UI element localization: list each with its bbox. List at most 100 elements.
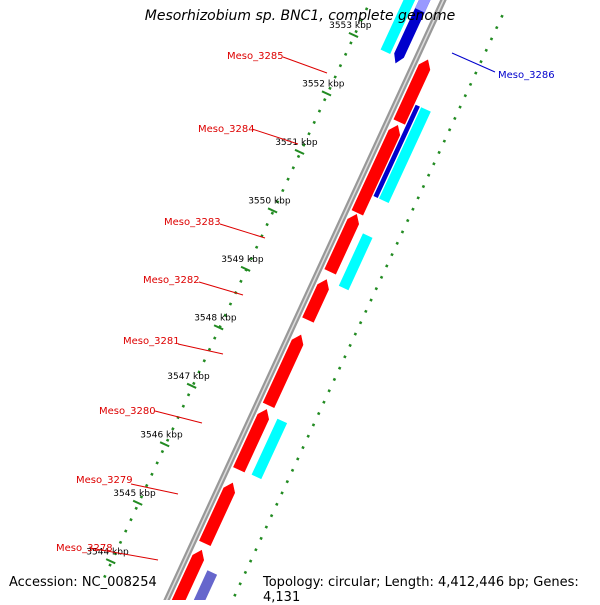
scale-tick [132, 499, 143, 506]
genome-summary-text: Topology: circular; Length: 4,412,446 bp… [263, 575, 579, 605]
inner-dot [124, 529, 128, 533]
gene-label-meso_3282: Meso_3282 [143, 275, 200, 286]
scale-tick-label: 3545 kbp [113, 489, 156, 499]
scale-tick [105, 558, 116, 565]
inner-dot [354, 29, 358, 34]
scale-tick-label: 3552 kbp [302, 80, 345, 90]
outer-dot [400, 230, 405, 234]
inner-dot [286, 177, 290, 181]
gene-label-meso_3286: Meso_3286 [498, 70, 555, 81]
inner-dot [197, 370, 201, 374]
inner-dot [150, 472, 154, 476]
outer-dot [406, 218, 410, 223]
inner-dot [249, 256, 254, 261]
outer-dot [369, 298, 373, 302]
inner-dot [291, 166, 296, 170]
inner-dot [265, 222, 269, 227]
forward-orf-block [251, 418, 288, 480]
outer-dot [385, 264, 389, 268]
inner-dot [160, 449, 165, 454]
outer-dot [233, 593, 237, 597]
inner-dot [223, 313, 227, 318]
inner-dot [338, 63, 343, 68]
inner-dot [213, 336, 217, 340]
outer-dot [489, 37, 494, 41]
outer-dot [479, 59, 483, 64]
outer-dot [426, 173, 431, 177]
forward-cds-arrow [171, 549, 205, 600]
reverse-cds-fade [415, 0, 431, 13]
reverse-orf-block [193, 570, 218, 600]
inner-dot [343, 52, 348, 56]
forward-cds-arrow [393, 59, 431, 125]
outer-dot [296, 457, 300, 461]
scale-tick [159, 441, 170, 448]
outer-dot [290, 468, 295, 472]
forward-cds-arrow [324, 213, 360, 275]
reverse-cds-arrow [394, 0, 431, 64]
outer-dot [374, 287, 379, 291]
outer-dot [316, 411, 321, 416]
inner-dot [118, 540, 123, 545]
backbone-highlight [165, 0, 445, 600]
forward-orf-block [338, 233, 373, 291]
outer-dot [269, 514, 274, 518]
inner-dot [359, 18, 364, 22]
outer-dot [390, 252, 394, 257]
outer-dot [353, 332, 358, 336]
outer-dot [238, 582, 242, 586]
outer-dot [495, 25, 499, 30]
gene-label-meso_3284: Meso_3284 [198, 124, 255, 135]
outer-dot [248, 559, 253, 563]
outer-dot [348, 343, 352, 348]
inner-dot [171, 427, 175, 431]
inner-dot [181, 404, 186, 408]
outer-dot [411, 207, 415, 211]
inner-dot [307, 132, 311, 136]
outer-dot [447, 128, 452, 132]
outer-dot [243, 570, 248, 575]
gene-label-meso_3280: Meso_3280 [99, 406, 156, 417]
inner-dot [281, 188, 285, 193]
outer-dot [332, 377, 337, 382]
outer-dot [327, 389, 331, 393]
gene-leader-line [251, 128, 299, 145]
inner-dot [323, 98, 327, 102]
forward-cds-arrow [233, 409, 270, 473]
outer-dot [343, 355, 347, 359]
outer-dot [484, 48, 488, 52]
scale-tick [240, 265, 251, 272]
outer-dot [254, 548, 258, 552]
outer-dot [379, 275, 384, 280]
inner-dot [139, 495, 144, 499]
outer-dot [474, 71, 478, 75]
outer-dot [280, 491, 284, 495]
gene-leader-line [177, 343, 224, 355]
inner-dot [254, 245, 259, 249]
scale-tick-label: 3553 kbp [329, 21, 372, 31]
forward-cds-arrow [351, 124, 401, 216]
scale-tick-label: 3550 kbp [248, 197, 291, 207]
inner-dot [349, 41, 353, 45]
scale-tick-label: 3544 kbp [86, 547, 129, 557]
scale-tick [294, 148, 305, 155]
tick-dot-rings [103, 7, 504, 597]
outer-dot [306, 434, 310, 438]
inner-dot [296, 154, 301, 159]
feature-tracks [171, 0, 431, 600]
inner-dot [317, 109, 322, 113]
outer-dot [395, 241, 399, 245]
outer-dot [437, 150, 441, 155]
scale-tick-label: 3547 kbp [167, 372, 210, 382]
accession-text: Accession: NC_008254 [9, 575, 157, 590]
inner-dot [103, 574, 107, 579]
outer-dot [301, 445, 305, 450]
scale-ticks: 3544 kbp 3545 kbp 3546 kbp 3547 kbp 3548 kbp… [86, 21, 372, 565]
forward-orf-block [379, 107, 431, 203]
scale-tick [213, 324, 224, 331]
forward-orf-block [380, 0, 416, 54]
outer-dot [468, 82, 473, 87]
gene-label-meso_3281: Meso_3281 [123, 336, 180, 347]
outer-dot [453, 116, 457, 121]
